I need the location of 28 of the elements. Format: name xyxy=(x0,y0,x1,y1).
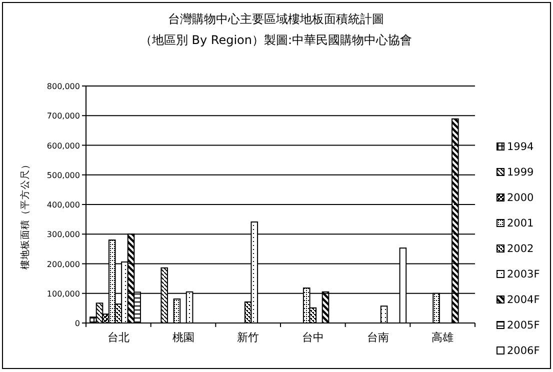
legend-label: 2005F xyxy=(507,320,540,332)
legend-label: 2003F xyxy=(507,268,540,280)
bar xyxy=(96,302,104,324)
y-tick-label: 500,000 xyxy=(46,170,80,180)
legend-label: 2004F xyxy=(507,294,540,306)
x-tick-label: 桃園 xyxy=(172,331,194,344)
y-tick-label: 300,000 xyxy=(46,230,80,240)
chart-title: 台灣購物中心主要區域樓地板面積統計圖 xyxy=(168,12,384,26)
y-tick-label: 700,000 xyxy=(46,112,80,121)
y-tick-label: 600,000 xyxy=(46,141,80,150)
legend-label: 1994 xyxy=(507,141,534,153)
legend-label: 2002 xyxy=(507,243,534,255)
x-tick-label: 高雄 xyxy=(432,331,454,344)
y-tick-label: 100,000 xyxy=(46,289,80,298)
legend-label: 2000 xyxy=(507,192,534,204)
y-tick-label: 400,000 xyxy=(46,200,80,210)
y-tick-label: 200,000 xyxy=(46,260,80,269)
legend-label: 2006F xyxy=(507,345,540,357)
legend-label: 2001 xyxy=(507,218,534,230)
x-tick-label: 新竹 xyxy=(237,331,260,344)
y-tick-label: 800,000 xyxy=(46,82,80,91)
y-axis-title: 樓地板面積（平方公尺） xyxy=(19,160,31,270)
x-tick-label: 台南 xyxy=(366,331,389,344)
y-tick-label: 0 xyxy=(74,319,80,328)
chart-subtitle: （地區別 By Region）製圖:中華民國購物中心協會 xyxy=(140,33,412,47)
legend-label: 1999 xyxy=(507,166,534,178)
x-tick-label: 台中 xyxy=(302,331,324,344)
x-tick-label: 台北 xyxy=(107,331,130,344)
